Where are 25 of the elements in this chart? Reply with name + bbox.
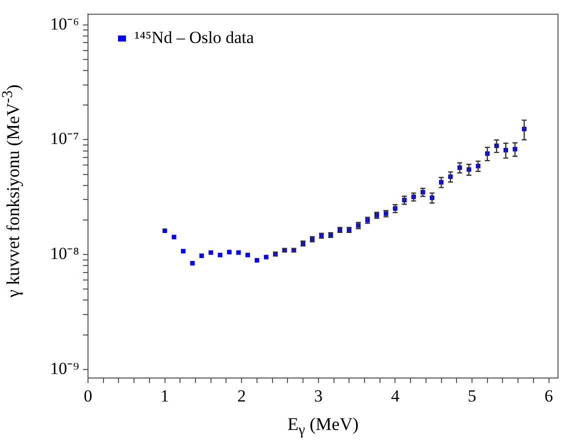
x-tick-label: 4 [390,386,400,406]
point [236,250,241,255]
x-tick-label: 2 [237,386,246,406]
y-tick-label: 10⁻⁷ [50,129,80,148]
x-tick-label: 1 [160,386,170,406]
point [190,260,195,266]
point [264,254,268,260]
legend-label: ¹⁴⁵Nd – Oslo data [134,28,254,47]
x-tick-label: 5 [468,386,476,406]
point [208,250,214,255]
x-tick-label: 6 [544,386,554,406]
y-tick-label: 10⁻⁸ [50,244,80,263]
x-tick-label: 3 [314,386,323,406]
point [180,248,186,254]
point [199,254,204,258]
point [227,250,232,254]
x-tick-label: 0 [84,386,92,406]
point [172,234,176,240]
point [218,252,222,258]
y-tick-label: 10⁻⁹ [50,358,80,378]
x-axis-title: E$_{γ}$ (MeV) [286,414,360,440]
point [162,228,168,234]
y-tick-label: 10⁻⁶ [50,14,80,34]
point [245,252,250,258]
point [254,258,260,263]
